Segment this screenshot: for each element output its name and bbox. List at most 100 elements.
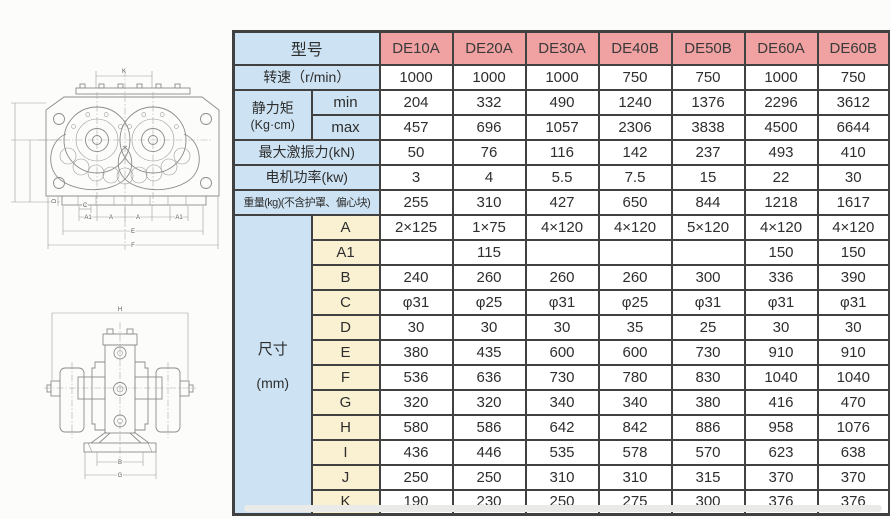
- min-label: min: [310, 88, 381, 116]
- static-moment-max-value: 3838: [670, 113, 746, 141]
- spec-value: 427: [524, 188, 600, 216]
- dimension-value: 5×120: [670, 213, 746, 241]
- dimension-letter: E: [310, 338, 381, 366]
- dimension-value: 320: [451, 388, 527, 416]
- table-row: 型号 DE10A DE20A DE30A DE40B DE50B DE60A DE60B: [232, 30, 890, 66]
- speed-value: 1000: [378, 63, 454, 91]
- corner-hole: [200, 113, 212, 125]
- dimension-value: 600: [597, 338, 673, 366]
- dimension-value: 150: [743, 238, 819, 266]
- model-name: DE60A: [743, 30, 819, 66]
- table-row: 转速（r/min） 1000 1000 1000 750 750 1000 750: [232, 63, 890, 91]
- speed-value: 1000: [743, 63, 819, 91]
- spec-row-label: 重量(kg)(不含护罩、偏心块): [232, 188, 381, 216]
- dimension-value: 570: [670, 438, 746, 466]
- dimension-letter: H: [310, 413, 381, 441]
- spec-value: 650: [597, 188, 673, 216]
- spec-value: 1218: [743, 188, 819, 216]
- dimension-value: 30: [524, 313, 600, 341]
- dim-label-c: C: [83, 203, 88, 209]
- dimension-letter: A1: [310, 238, 381, 266]
- dimension-value: φ31: [670, 288, 746, 316]
- static-moment-min-value: 1240: [597, 88, 673, 116]
- dimension-value: 4×120: [524, 213, 600, 241]
- dimension-value: 730: [524, 363, 600, 391]
- dimension-value: [670, 238, 746, 266]
- static-moment-max-value: 457: [378, 113, 454, 141]
- dimension-value: 436: [378, 438, 454, 466]
- spec-value: 493: [743, 138, 819, 166]
- speed-value: 750: [816, 63, 890, 91]
- table-row: 电机功率(kw) 3 4 5.5 7.5 15 22 30: [232, 163, 890, 191]
- dimension-value: 958: [743, 413, 819, 441]
- dim-label-h: H: [118, 307, 122, 313]
- dim-label-d: D: [52, 198, 58, 203]
- dimension-value: 535: [524, 438, 600, 466]
- technical-drawing: K: [11, 68, 220, 480]
- max-label: max: [310, 113, 381, 141]
- model-name: DE40B: [597, 30, 673, 66]
- spec-value: 844: [670, 188, 746, 216]
- static-moment-max-value: 6644: [816, 113, 890, 141]
- dimension-value: 830: [670, 363, 746, 391]
- static-moment-min-value: 332: [451, 88, 527, 116]
- dimension-value: 636: [451, 363, 527, 391]
- spec-table-body: 型号 DE10A DE20A DE30A DE40B DE50B DE60A DE60B 转速（…: [232, 30, 890, 516]
- spec-value: 5.5: [524, 163, 600, 191]
- dimension-value: 336: [743, 263, 819, 291]
- speed-value: 1000: [524, 63, 600, 91]
- model-name: DE10A: [378, 30, 454, 66]
- dimension-value: 315: [670, 463, 746, 491]
- dimension-value: 30: [451, 313, 527, 341]
- table-row: 重量(kg)(不含护罩、偏心块) 255 310 427 650 844 1218 1617: [232, 188, 890, 216]
- spec-value: 30: [816, 163, 890, 191]
- dimension-value: 578: [597, 438, 673, 466]
- dimension-value: 416: [743, 388, 819, 416]
- dim-label-a1-left: A1: [84, 215, 92, 221]
- dimension-value: 30: [816, 313, 890, 341]
- dimension-value: 380: [670, 388, 746, 416]
- dim-label-k: K: [122, 69, 126, 75]
- model-name: DE50B: [670, 30, 746, 66]
- table-row: G 320 320 340 340 380 416 470: [234, 388, 890, 416]
- dimension-letter: G: [310, 388, 381, 416]
- dimension-value: 446: [451, 438, 527, 466]
- dimension-value: 380: [378, 338, 454, 366]
- dimension-value: 260: [597, 263, 673, 291]
- dimension-letter: B: [310, 263, 381, 291]
- table-row: I 436 446 535 578 570 623 638: [234, 438, 890, 466]
- dim-label-b: B: [118, 460, 122, 466]
- dimension-value: 240: [378, 263, 454, 291]
- spec-value: 255: [378, 188, 454, 216]
- eccentric-disc-left: [59, 367, 85, 433]
- shaft-left: [77, 376, 106, 400]
- spec-value: 3: [378, 163, 454, 191]
- dimension-value: 1040: [743, 363, 819, 391]
- dimension-letter: A: [310, 213, 381, 241]
- table-row: 静力矩 (Kg·cm) min 204 332 490 1240 1376 2296 3612: [232, 88, 890, 141]
- page-bottom-shadow: [244, 505, 882, 512]
- table-row: max 457 696 1057 2306 3838 4500 6644: [234, 113, 890, 141]
- side-view-drawing: H: [44, 306, 196, 480]
- dim-label-e: E: [131, 229, 135, 235]
- dimension-value: 370: [816, 463, 890, 491]
- dim-label-f: F: [131, 243, 135, 249]
- dimension-letter: J: [310, 463, 381, 491]
- dimension-value: 1040: [816, 363, 890, 391]
- dimension-letter: I: [310, 438, 381, 466]
- static-moment-min-value: 2296: [743, 88, 819, 116]
- dimension-value: 623: [743, 438, 819, 466]
- speed-value: 750: [670, 63, 746, 91]
- dimension-value: 35: [597, 313, 673, 341]
- speed-value: 750: [597, 63, 673, 91]
- static-moment-max-value: 696: [451, 113, 527, 141]
- dimension-value: 4×120: [816, 213, 890, 241]
- dimension-value: φ31: [816, 288, 890, 316]
- dimension-value: 115: [451, 238, 527, 266]
- dim-label-a-right: A: [136, 215, 140, 221]
- eccentric-assembly-left: [63, 106, 131, 174]
- base-plate: [83, 442, 157, 453]
- dim-label-a-left: A: [109, 215, 113, 221]
- dimension-value: 260: [451, 263, 527, 291]
- dimension-value: 390: [816, 263, 890, 291]
